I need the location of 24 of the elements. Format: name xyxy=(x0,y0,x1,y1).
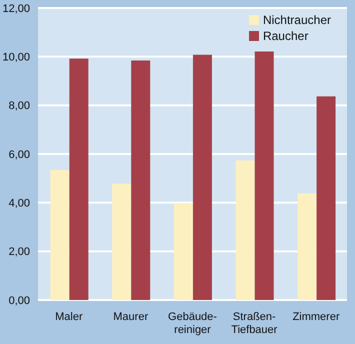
legend-label: Nichtraucher xyxy=(262,12,331,28)
bar xyxy=(236,160,255,300)
y-tick-label: 12,00 xyxy=(2,2,30,15)
y-tick-label: 10,00 xyxy=(2,52,30,64)
x-tick-label: Gebäude- reiniger xyxy=(168,311,218,336)
y-tick-label: 8,00 xyxy=(8,100,30,112)
bar xyxy=(69,58,88,300)
legend-label: Raucher xyxy=(262,28,308,44)
x-tick-label: Maler xyxy=(55,311,83,323)
bar xyxy=(298,193,317,300)
bar xyxy=(112,184,132,300)
x-tick-label: Maurer xyxy=(113,311,148,323)
bar xyxy=(316,96,336,300)
y-tick-label: 6,00 xyxy=(8,148,30,161)
bar xyxy=(50,170,70,300)
bar xyxy=(131,60,150,300)
bar xyxy=(254,52,274,300)
bar xyxy=(174,203,193,300)
x-tick-label: Straßen- Tiefbauer xyxy=(231,311,278,336)
y-tick-label: 0,00 xyxy=(8,294,30,307)
y-tick-label: 2,00 xyxy=(8,246,30,258)
bar xyxy=(192,54,212,300)
x-tick-label: Zimmerer xyxy=(292,311,340,323)
y-tick-label: 4,00 xyxy=(8,198,30,210)
